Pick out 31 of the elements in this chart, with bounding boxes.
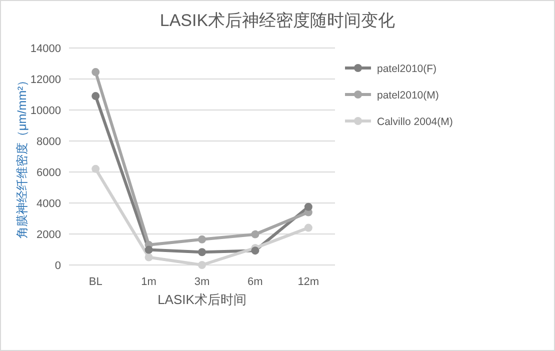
x-tick-label: 3m [194,276,210,288]
x-tick-label: 6m [248,276,263,288]
point [92,92,100,100]
legend-label: patel2010(M) [377,90,439,102]
point [144,253,153,262]
y-tick-label: 14000 [30,43,61,55]
y-tick-label: 12000 [30,74,61,86]
y-axis-title: 角膜神经纤维密度（μm/mm²） [15,74,29,239]
y-tick-label: 10000 [30,105,61,117]
point [198,235,206,244]
y-tick-label: 2000 [36,229,61,241]
point [251,230,260,238]
y-tick-label: 6000 [36,167,61,179]
point [198,248,206,256]
legend-label: patel2010(F) [377,63,437,75]
chart-title: LASIK术后神经密度随时间变化 [160,11,396,30]
point [304,202,312,211]
x-tick-label: BL [88,276,102,288]
x-tick-label: 12m [298,276,320,288]
y-tick-label: 0 [54,260,61,272]
point [92,68,100,76]
y-tick-label: 4000 [36,198,61,210]
x-axis-title: LASIK术后时间 [158,292,246,307]
legend-label: Calvillo 2004(M) [377,116,453,128]
point [198,261,206,269]
point [92,164,100,173]
point [304,224,312,232]
point [251,246,260,255]
y-tick-label: 8000 [36,136,61,148]
point [144,246,153,254]
x-tick-label: 1m [141,276,156,288]
